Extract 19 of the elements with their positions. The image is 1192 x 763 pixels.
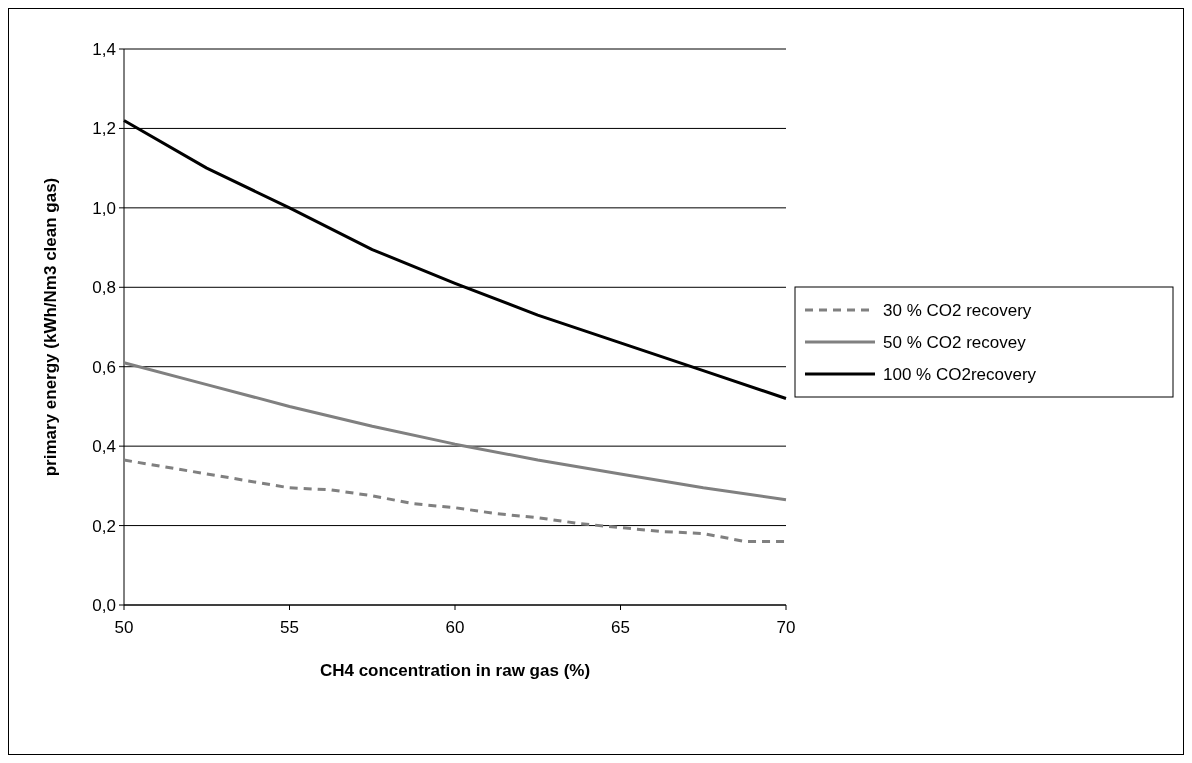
y-tick-label: 0,0 bbox=[92, 595, 116, 615]
y-tick-label: 0,6 bbox=[92, 357, 116, 377]
y-tick-label: 0,8 bbox=[92, 278, 116, 298]
x-tick-label: 65 bbox=[611, 618, 630, 637]
x-axis-title: CH4 concentration in raw gas (%) bbox=[319, 661, 591, 680]
x-tick-label: 50 bbox=[114, 618, 134, 637]
y-tick-label: 0,4 bbox=[92, 437, 116, 457]
y-tick-label: 1,2 bbox=[92, 119, 116, 139]
line-series bbox=[122, 361, 788, 502]
y-tick-label: 1,0 bbox=[92, 198, 116, 218]
y-tick-label: 0,2 bbox=[92, 516, 116, 536]
y-axis-title: primary energy (kWh/Nm3 clean gas) bbox=[41, 177, 60, 477]
legend-label: 30 % CO2 recovery bbox=[883, 300, 1032, 320]
x-tick-label: 55 bbox=[280, 618, 299, 637]
y-tick-label: 1,4 bbox=[92, 39, 116, 59]
x-tick-label: 60 bbox=[445, 618, 465, 637]
x-tick-label: 70 bbox=[776, 618, 796, 637]
legend-label: 50 % CO2 recovey bbox=[883, 332, 1027, 352]
legend-label: 100 % CO2recovery bbox=[883, 364, 1037, 384]
